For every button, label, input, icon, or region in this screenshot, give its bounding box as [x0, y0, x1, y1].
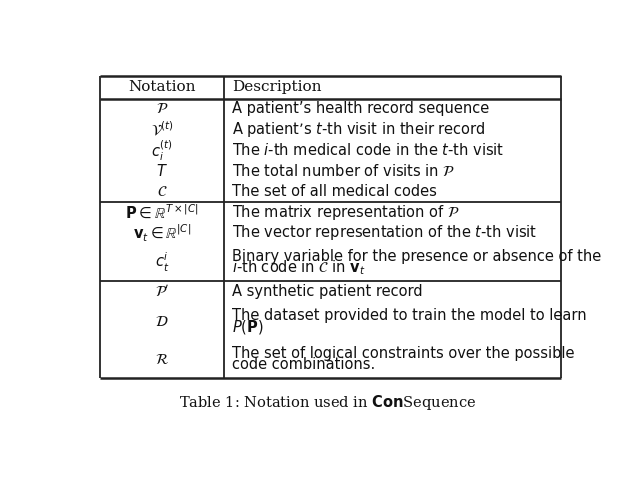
- Text: A synthetic patient record: A synthetic patient record: [232, 284, 422, 299]
- Text: $\mathcal{R}$: $\mathcal{R}$: [155, 352, 169, 367]
- Text: Description: Description: [232, 80, 321, 94]
- Text: $\mathcal{P}'$: $\mathcal{P}'$: [155, 284, 170, 300]
- Text: Binary variable for the presence or absence of the: Binary variable for the presence or abse…: [232, 249, 601, 264]
- Text: $\mathcal{D}$: $\mathcal{D}$: [156, 314, 169, 329]
- Text: $c_t^i$: $c_t^i$: [155, 251, 170, 274]
- Text: $\mathcal{V}^{(t)}$: $\mathcal{V}^{(t)}$: [151, 120, 173, 139]
- Text: The set of all medical codes: The set of all medical codes: [232, 184, 436, 199]
- Text: code combinations.: code combinations.: [232, 357, 375, 373]
- Text: $\mathcal{P}$: $\mathcal{P}$: [156, 102, 168, 116]
- Text: The total number of visits in $\mathcal{P}$: The total number of visits in $\mathcal{…: [232, 163, 455, 179]
- Text: The dataset provided to train the model to learn: The dataset provided to train the model …: [232, 308, 586, 323]
- Text: $P(\mathbf{P})$: $P(\mathbf{P})$: [232, 318, 264, 336]
- Text: The vector representation of the $t$-th visit: The vector representation of the $t$-th …: [232, 223, 537, 242]
- Text: Notation: Notation: [129, 80, 196, 94]
- Text: The set of logical constraints over the possible: The set of logical constraints over the …: [232, 346, 574, 361]
- Text: The $i$-th medical code in the $t$-th visit: The $i$-th medical code in the $t$-th vi…: [232, 142, 504, 158]
- Text: Table 1: Notation used in $\bf{Con}$Sequence: Table 1: Notation used in $\bf{Con}$Sequ…: [179, 393, 477, 412]
- Text: A patient’s health record sequence: A patient’s health record sequence: [232, 102, 489, 116]
- Text: $i$-th code in $\mathcal{C}$ in $\mathbf{v}_t$: $i$-th code in $\mathcal{C}$ in $\mathbf…: [232, 259, 365, 277]
- Text: The matrix representation of $\mathcal{P}$: The matrix representation of $\mathcal{P…: [232, 203, 460, 222]
- Text: $\mathcal{C}$: $\mathcal{C}$: [157, 184, 168, 199]
- Text: $T$: $T$: [156, 163, 168, 179]
- Text: $\mathbf{P} \in \mathbb{R}^{T\times|C|}$: $\mathbf{P} \in \mathbb{R}^{T\times|C|}$: [125, 203, 199, 221]
- Text: A patient’s $t$-th visit in their record: A patient’s $t$-th visit in their record: [232, 120, 486, 139]
- Text: $c_i^{(t)}$: $c_i^{(t)}$: [151, 138, 173, 162]
- Text: $\mathbf{v}_t \in \mathbb{R}^{|C|}$: $\mathbf{v}_t \in \mathbb{R}^{|C|}$: [133, 222, 191, 243]
